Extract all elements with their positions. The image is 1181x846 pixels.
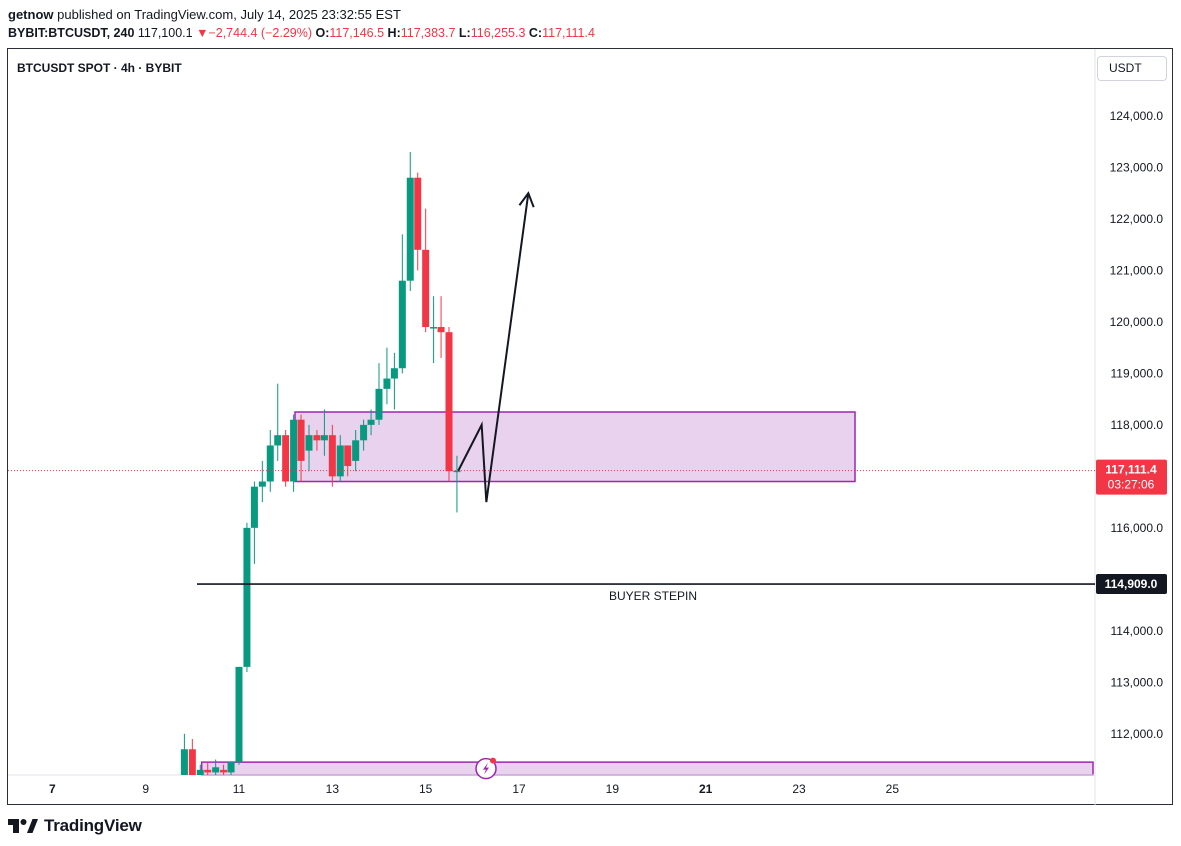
support-price-badge: [1096, 574, 1167, 595]
price-tick-label: 124,000.0: [1110, 109, 1164, 123]
open-label: O:: [315, 26, 330, 40]
ohlc-legend: BYBIT:BTCUSDT, 240 117,100.1 ▼−2,744.4 (…: [8, 26, 595, 40]
price-tick-label: 119,000.0: [1111, 366, 1164, 380]
publish-info: getnow published on TradingView.com, Jul…: [8, 7, 401, 22]
high-label: H:: [387, 26, 401, 40]
candle-body: [390, 368, 398, 379]
last-price-value: 117,100.1: [137, 26, 193, 40]
candle-body: [235, 666, 243, 763]
currency-button[interactable]: USDT: [1097, 56, 1167, 81]
candle-body: [360, 424, 368, 441]
symbol-label: BYBIT:BTCUSDT, 240: [8, 26, 135, 40]
time-tick-label: 19: [606, 782, 620, 796]
price-tick-label: 121,000.0: [1110, 263, 1164, 277]
low-value: 116,255.3: [470, 26, 526, 40]
candle-body: [250, 486, 258, 528]
author-name[interactable]: getnow: [8, 7, 54, 22]
candle-body: [336, 445, 344, 477]
candle-body: [320, 435, 328, 441]
time-tick-label: 11: [233, 782, 246, 796]
candle-body: [290, 419, 298, 482]
lightning-bolt-icon: [483, 762, 489, 775]
price-tick-label: 122,000.0: [1110, 212, 1164, 226]
change-value: −2,744.4 (−2.29%): [208, 26, 312, 40]
chart-frame[interactable]: [7, 48, 1173, 805]
projection-arrowhead-icon: [518, 191, 535, 208]
publish-text: published on TradingView.com, July 14, 2…: [57, 7, 401, 22]
candle-body: [367, 419, 375, 425]
price-tick-label: 116,000.0: [1111, 521, 1164, 535]
time-tick-label: 17: [512, 782, 526, 796]
candle-body: [243, 527, 251, 667]
support-price-label: 114,909.0: [1105, 577, 1158, 591]
high-value: 117,383.7: [400, 26, 456, 40]
time-tick-label: 13: [326, 782, 340, 796]
candle-body: [204, 769, 212, 773]
consolidation-zone: [294, 411, 856, 483]
candle-body: [375, 388, 383, 420]
low-label: L:: [458, 26, 471, 40]
candle-body: [188, 749, 196, 775]
candle-body: [398, 280, 406, 369]
price-tick-label: 123,000.0: [1110, 160, 1164, 174]
time-tick-label: 21: [699, 782, 713, 796]
candle-body: [220, 769, 228, 773]
candle-body: [422, 249, 430, 328]
candle-body: [305, 435, 313, 451]
time-tick-label: 9: [142, 782, 149, 796]
candle-body: [352, 440, 360, 461]
close-value: 117,111.4: [542, 26, 595, 40]
candle-body: [180, 749, 188, 775]
price-tick-label: 112,000.0: [1111, 727, 1164, 741]
projection-path: [457, 193, 530, 503]
close-label: C:: [528, 26, 543, 40]
time-tick-label: 15: [419, 782, 433, 796]
time-tick-label: 23: [792, 782, 806, 796]
candle-body: [344, 445, 352, 467]
open-value: 117,146.5: [329, 26, 385, 40]
candle-body: [282, 435, 290, 482]
candle-body: [430, 327, 438, 329]
time-tick-label: 25: [886, 782, 900, 796]
candle-body: [383, 378, 391, 389]
candle-body: [437, 327, 445, 333]
candle-body: [196, 769, 204, 775]
alert-dot-icon: [490, 757, 496, 764]
footer: TradingView: [8, 815, 142, 837]
price-tick-label: 118,000.0: [1111, 418, 1164, 432]
support-line-label: BUYER STEPIN: [609, 589, 697, 603]
time-tick-label: 7: [49, 782, 56, 796]
countdown-label: 03:27:06: [1108, 478, 1155, 492]
price-tick-label: 113,000.0: [1111, 675, 1164, 689]
tradingview-brand[interactable]: TradingView: [44, 816, 142, 835]
down-arrow-icon: ▼: [196, 26, 209, 40]
candle-body: [266, 445, 274, 482]
candle-body: [274, 435, 282, 446]
candle-body: [227, 762, 235, 773]
candle-body: [414, 177, 422, 250]
last-price-label: 117,111.4: [1105, 463, 1157, 477]
candle-body: [297, 419, 305, 461]
candle-body: [453, 470, 461, 473]
last-price-badge: [1096, 459, 1167, 495]
price-tick-label: 120,000.0: [1110, 315, 1164, 329]
chart-title: BTCUSDT SPOT · 4h · BYBIT: [17, 61, 182, 75]
candle-body: [258, 481, 266, 487]
candle-body: [328, 435, 336, 477]
candle-body: [313, 435, 321, 441]
price-tick-label: 114,000.0: [1111, 624, 1164, 638]
candle-body: [212, 767, 220, 773]
tradingview-logo-icon[interactable]: [8, 818, 38, 834]
bottom-zone: [200, 761, 1094, 776]
candle-body: [406, 177, 414, 281]
candle-body: [445, 332, 453, 472]
